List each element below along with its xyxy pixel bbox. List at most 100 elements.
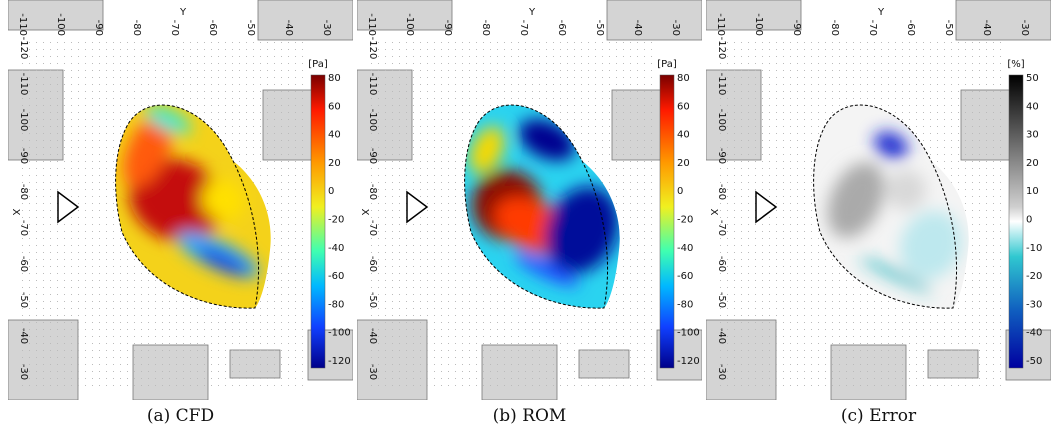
caption: (c) Error	[706, 406, 1051, 426]
colorbar-tick-label: 0	[328, 186, 334, 197]
caption: (b) ROM	[357, 406, 702, 426]
colorbar-tick-label: -80	[328, 299, 344, 310]
building	[607, 0, 702, 40]
caption: (a) CFD	[8, 406, 353, 426]
left-tick-label: -30	[367, 364, 378, 380]
top-tick-label: -80	[829, 20, 840, 36]
panel: Y-110-100-90-80-70-60-50-40-30X-120-110-…	[8, 0, 353, 400]
top-tick-label: -40	[283, 20, 294, 36]
colorbar-tick-label: 40	[1026, 101, 1039, 112]
top-tick-label: -80	[480, 20, 491, 36]
left-tick-label: -90	[18, 148, 29, 164]
colorbar-unit: [Pa]	[657, 59, 677, 70]
colorbar-tick-label: 20	[677, 158, 690, 169]
colorbar-tick-label: -40	[1026, 328, 1042, 339]
colorbar-tick-label: -20	[1026, 271, 1042, 282]
left-tick-label: -60	[367, 256, 378, 272]
colorbar-tick-label: 60	[677, 101, 690, 112]
colorbar-tick-label: -100	[328, 328, 351, 339]
left-tick-label: -120	[716, 37, 727, 60]
colorbar-tick-label: -60	[328, 271, 344, 282]
left-tick-label: -110	[716, 73, 727, 96]
left-tick-label: -110	[367, 73, 378, 96]
left-tick-label: -70	[367, 220, 378, 236]
left-tick-label: -80	[367, 184, 378, 200]
figure: Y-110-100-90-80-70-60-50-40-30X-120-110-…	[0, 0, 1055, 435]
top-tick-label: -110	[366, 13, 377, 36]
left-tick-label: -80	[18, 184, 29, 200]
top-tick-label: -60	[905, 20, 916, 36]
left-tick-label: -50	[18, 292, 29, 308]
panel: Y-110-100-90-80-70-60-50-40-30X-120-110-…	[357, 0, 702, 400]
top-tick-label: -90	[442, 20, 453, 36]
colorbar-tick-label: -30	[1026, 299, 1042, 310]
left-tick-label: -80	[716, 184, 727, 200]
left-tick-label: -100	[716, 109, 727, 132]
panel: Y-110-100-90-80-70-60-50-40-30X-120-110-…	[706, 0, 1051, 400]
top-tick-label: -50	[943, 20, 954, 36]
top-tick-label: -100	[404, 13, 415, 36]
top-tick-label: -30	[321, 20, 332, 36]
colorbar-tick-label: -40	[328, 243, 344, 254]
colorbar	[311, 75, 325, 368]
top-tick-label: -60	[207, 20, 218, 36]
left-tick-label: -70	[716, 220, 727, 236]
top-tick-label: -60	[556, 20, 567, 36]
top-tick-label: -100	[55, 13, 66, 36]
colorbar	[1009, 75, 1023, 368]
building	[258, 0, 353, 40]
colorbar-tick-label: -120	[328, 356, 351, 367]
colorbar-tick-label: -20	[677, 215, 693, 226]
colorbar-tick-label: -80	[677, 299, 693, 310]
left-tick-label: -70	[18, 220, 29, 236]
colorbar-tick-label: -10	[1026, 243, 1042, 254]
colorbar-tick-label: 20	[328, 158, 341, 169]
left-axis-label: X	[359, 209, 370, 216]
left-tick-label: -90	[367, 148, 378, 164]
colorbar-tick-label: -60	[677, 271, 693, 282]
top-tick-label: -30	[670, 20, 681, 36]
left-tick-label: -60	[716, 256, 727, 272]
top-tick-label: -70	[867, 20, 878, 36]
left-tick-label: -50	[716, 292, 727, 308]
top-tick-label: -90	[791, 20, 802, 36]
colorbar-tick-label: -20	[328, 215, 344, 226]
top-axis-label: Y	[877, 7, 885, 18]
top-tick-label: -110	[17, 13, 28, 36]
top-axis-label: Y	[179, 7, 187, 18]
building	[956, 0, 1051, 40]
left-tick-label: -30	[716, 364, 727, 380]
colorbar-tick-label: 40	[328, 130, 341, 141]
left-tick-label: -90	[716, 148, 727, 164]
top-tick-label: -100	[753, 13, 764, 36]
colorbar-tick-label: 10	[1026, 186, 1039, 197]
left-tick-label: -120	[367, 37, 378, 60]
colorbar-tick-label: -100	[677, 328, 700, 339]
colorbar-tick-label: -40	[677, 243, 693, 254]
top-tick-label: -40	[981, 20, 992, 36]
colorbar-tick-label: 60	[328, 101, 341, 112]
left-tick-label: -60	[18, 256, 29, 272]
colorbar-tick-label: 50	[1026, 73, 1039, 84]
colorbar-unit: [%]	[1007, 59, 1024, 70]
left-tick-label: -100	[367, 109, 378, 132]
top-tick-label: -70	[518, 20, 529, 36]
left-tick-label: -40	[367, 328, 378, 344]
left-tick-label: -40	[18, 328, 29, 344]
left-tick-label: -100	[18, 109, 29, 132]
left-tick-label: -30	[18, 364, 29, 380]
top-tick-label: -70	[169, 20, 180, 36]
colorbar	[660, 75, 674, 368]
colorbar-tick-label: 80	[677, 73, 690, 84]
top-tick-label: -90	[93, 20, 104, 36]
top-axis-label: Y	[528, 7, 536, 18]
colorbar-tick-label: 20	[1026, 158, 1039, 169]
colorbar-tick-label: -120	[677, 356, 700, 367]
colorbar-tick-label: 40	[677, 130, 690, 141]
top-tick-label: -30	[1019, 20, 1030, 36]
left-axis-label: X	[708, 209, 719, 216]
colorbar-unit: [Pa]	[308, 59, 328, 70]
top-tick-label: -110	[715, 13, 726, 36]
left-tick-label: -110	[18, 73, 29, 96]
colorbar-tick-label: 30	[1026, 130, 1039, 141]
